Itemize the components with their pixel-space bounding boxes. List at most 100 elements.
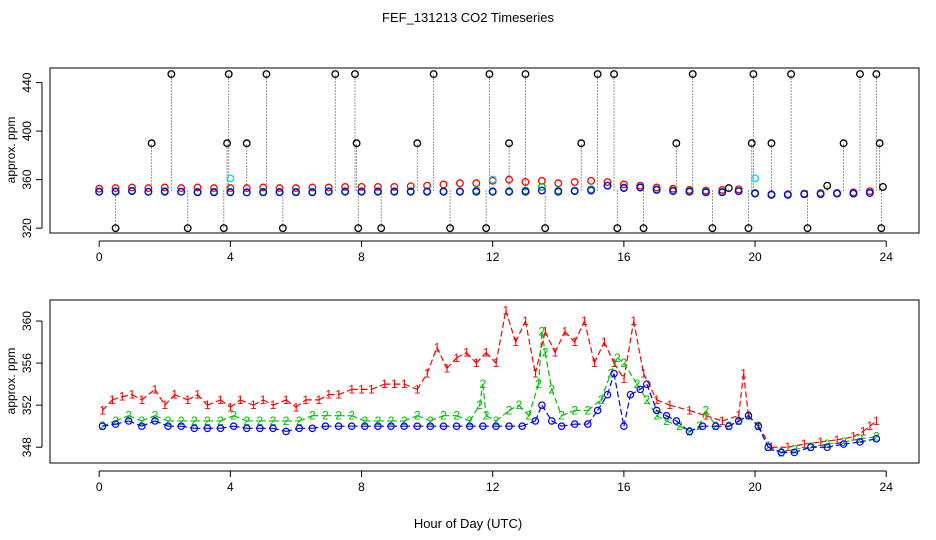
bottom-segment-1	[141, 388, 156, 401]
bottom-point-3	[652, 406, 661, 415]
top-point-red	[619, 180, 628, 189]
bottom-point-3	[282, 427, 290, 436]
bottom-point-1: 1	[866, 419, 873, 433]
top-point-blue	[718, 188, 727, 197]
bottom-point-1: 1	[260, 393, 267, 407]
bottom-segment-1	[262, 399, 274, 406]
bottom-point-1: 1	[686, 403, 693, 417]
top-point-black	[541, 224, 550, 233]
bottom-segment-3	[233, 425, 247, 429]
bottom-segment-3	[128, 420, 143, 427]
bottom-point-3	[492, 422, 500, 430]
top-point-black	[167, 70, 176, 79]
bottom-point-3	[361, 422, 369, 430]
bottom-point-1: 1	[381, 377, 388, 391]
top-point-black	[856, 70, 864, 79]
top-point-black	[521, 70, 530, 79]
bottom-segment-3	[102, 423, 116, 427]
bottom-point-1: 1	[227, 400, 234, 414]
top-point-black	[877, 224, 886, 233]
bottom-segment-1	[742, 373, 750, 416]
bottom-point-1: 1	[666, 398, 673, 412]
bottom-point-2: 2	[165, 414, 172, 428]
bottom-point-3	[334, 422, 343, 430]
bottom-point-1: 1	[542, 325, 549, 339]
bottom-segment-1	[669, 404, 690, 411]
bottom-point-3	[547, 417, 556, 425]
bottom-segment-3	[521, 420, 536, 427]
bottom-point-1: 1	[719, 414, 726, 428]
bottom-point-3	[583, 420, 592, 428]
bottom-point-3	[505, 422, 513, 430]
bottom-segment-1	[318, 394, 330, 401]
top-point-blue	[193, 188, 202, 197]
bottom-segment-2	[233, 415, 247, 422]
top-point-black	[803, 224, 812, 233]
bottom-point-1: 1	[316, 393, 323, 407]
bottom-point-3	[744, 411, 753, 420]
bottom-point-2: 2	[614, 351, 621, 365]
top-point-red	[210, 184, 218, 193]
bottom-point-1: 1	[302, 393, 309, 407]
bottom-point-2: 2	[634, 377, 641, 391]
bottom-point-1: 1	[834, 433, 841, 447]
bottom-point-1: 1	[850, 430, 857, 444]
top-point-black	[413, 139, 422, 148]
top-point-red	[455, 179, 464, 188]
top-point-blue	[455, 187, 464, 196]
bottom-segment-1	[583, 320, 595, 364]
bottom-point-2: 2	[483, 409, 490, 423]
bottom-segment-2	[508, 404, 520, 411]
top-point-red	[193, 183, 202, 192]
top-point-black	[482, 224, 491, 233]
bottom-segment-2	[616, 357, 625, 364]
bottom-point-1: 1	[391, 377, 398, 391]
bottom-segment-1	[574, 320, 586, 343]
top-point-red	[226, 184, 235, 193]
bottom-point-1: 1	[348, 382, 355, 396]
bottom-segment-3	[748, 415, 759, 427]
bottom-ylabel: approx. ppm	[4, 348, 18, 415]
bottom-point-2: 2	[335, 409, 342, 423]
bottom-segment-1	[207, 399, 221, 406]
top-point-black	[377, 224, 386, 233]
bottom-point-2: 2	[621, 356, 628, 370]
bottom-point-1: 1	[434, 340, 441, 354]
top-x-tick-label: 20	[748, 250, 762, 264]
bottom-segment-1	[836, 436, 854, 441]
top-point-black	[839, 139, 848, 148]
bottom-y-tick-label: 352	[20, 395, 34, 415]
top-x-tick-label: 4	[227, 250, 234, 264]
bottom-segment-1	[164, 394, 176, 406]
top-point-blue	[308, 188, 317, 197]
bottom-point-1: 1	[621, 372, 628, 386]
bottom-point-3	[479, 422, 487, 430]
bottom-segment-1	[426, 347, 438, 374]
bottom-point-3	[216, 424, 225, 433]
bottom-point-3	[190, 424, 199, 433]
top-point-cyan	[751, 174, 759, 183]
bottom-point-1: 1	[217, 393, 224, 407]
bottom-segment-1	[722, 415, 739, 422]
bottom-segment-2	[551, 389, 563, 416]
bottom-point-3	[256, 424, 264, 433]
bottom-segment-1	[371, 383, 385, 390]
bottom-point-1: 1	[552, 346, 559, 360]
bottom-point-3	[557, 422, 566, 430]
top-y-tick-label: 360	[20, 169, 34, 189]
bottom-point-1: 1	[611, 356, 618, 370]
top-point-black	[577, 139, 586, 148]
bottom-point-2: 2	[296, 414, 303, 428]
bottom-segment-1	[862, 425, 871, 432]
bottom-point-1: 1	[532, 367, 539, 381]
bottom-point-3	[321, 422, 330, 430]
bottom-segment-1	[416, 373, 428, 390]
top-point-black	[672, 139, 681, 148]
bottom-point-3	[452, 422, 461, 430]
bottom-point-3	[531, 417, 540, 425]
bottom-point-3	[538, 401, 546, 409]
bottom-segment-1	[446, 357, 458, 369]
top-point-black	[613, 224, 622, 233]
bottom-point-2: 2	[322, 409, 329, 423]
